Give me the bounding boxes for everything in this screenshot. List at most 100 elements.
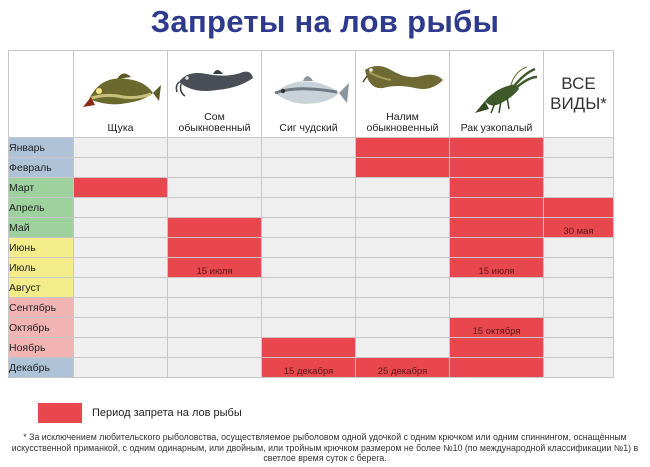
ban-end-date: 15 июля — [196, 266, 233, 277]
month-label: Ноябрь — [8, 337, 74, 358]
ban-cell: 30 мая — [543, 217, 614, 238]
open-cell — [73, 277, 168, 298]
month-row: Январь — [8, 137, 614, 158]
species-catfish: Сом обыкновенный — [167, 50, 262, 138]
open-cell — [543, 297, 614, 318]
ban-cell — [449, 357, 544, 378]
ban-cell — [449, 217, 544, 238]
ban-cell — [73, 177, 168, 198]
open-cell — [261, 217, 356, 238]
ban-end-date: 15 октября — [472, 326, 521, 337]
ban-cell: 15 декабря — [261, 357, 356, 378]
open-cell — [261, 177, 356, 198]
species-all: ВСЕ ВИДЫ* — [543, 50, 614, 138]
ban-cell — [167, 217, 262, 238]
month-row: Октябрь 15 октября — [8, 317, 614, 338]
open-cell — [355, 257, 450, 278]
open-cell — [167, 277, 262, 298]
open-cell — [261, 157, 356, 178]
all-species-label: ВСЕ ВИДЫ* — [550, 74, 607, 113]
month-row: Декабрь 15 декабря 25 декабря — [8, 357, 614, 378]
species-label: Щука — [107, 122, 134, 134]
open-cell — [73, 357, 168, 378]
species-pike: Щука — [73, 50, 168, 138]
month-row: Апрель — [8, 197, 614, 218]
month-label: Сентябрь — [8, 297, 74, 318]
open-cell — [167, 337, 262, 358]
open-cell — [261, 137, 356, 158]
open-cell — [543, 237, 614, 258]
open-cell — [355, 277, 450, 298]
open-cell — [543, 137, 614, 158]
species-whitefish: Сиг чудский — [261, 50, 356, 138]
month-label: Октябрь — [8, 317, 74, 338]
ban-end-date: 30 мая — [563, 226, 594, 237]
open-cell — [355, 297, 450, 318]
open-cell — [355, 197, 450, 218]
month-label: Февраль — [8, 157, 74, 178]
species-label: Сом обыкновенный — [178, 111, 251, 134]
open-cell — [73, 137, 168, 158]
open-cell — [261, 237, 356, 258]
species-crayfish: Рак узкопалый — [449, 50, 544, 138]
ban-cell — [355, 157, 450, 178]
open-cell — [543, 357, 614, 378]
month-row: Сентябрь — [8, 297, 614, 318]
month-label: Август — [8, 277, 74, 298]
month-row: Май 30 мая — [8, 217, 614, 238]
open-cell — [73, 157, 168, 178]
open-cell — [261, 277, 356, 298]
month-label: Июнь — [8, 237, 74, 258]
open-cell — [543, 277, 614, 298]
open-cell — [261, 297, 356, 318]
open-cell — [449, 277, 544, 298]
month-label: Май — [8, 217, 74, 238]
ban-cell — [261, 337, 356, 358]
species-label: Сиг чудский — [279, 122, 338, 134]
ban-cell: 15 октября — [449, 317, 544, 338]
ban-cell — [449, 157, 544, 178]
month-label: Декабрь — [8, 357, 74, 378]
open-cell — [261, 257, 356, 278]
corner-cell — [8, 50, 74, 138]
ban-cell — [449, 137, 544, 158]
month-label: Июль — [8, 257, 74, 278]
open-cell — [73, 337, 168, 358]
ban-cell: 25 декабря — [355, 357, 450, 378]
open-cell — [73, 257, 168, 278]
month-label: Январь — [8, 137, 74, 158]
whitefish-icon — [273, 76, 349, 104]
open-cell — [543, 157, 614, 178]
month-row: Февраль — [8, 157, 614, 178]
crayfish-icon — [474, 66, 537, 114]
open-cell — [449, 297, 544, 318]
species-burbot: Налим обыкновенный — [355, 50, 450, 138]
open-cell — [543, 177, 614, 198]
page-title: Запреты на лов рыбы — [150, 4, 500, 39]
open-cell — [73, 317, 168, 338]
open-cell — [167, 177, 262, 198]
legend-swatch — [38, 403, 82, 423]
open-cell — [355, 337, 450, 358]
species-label: Рак узкопалый — [460, 122, 533, 134]
month-row: Июль 15 июля 15 июля — [8, 257, 614, 278]
species-header-row: Щука Сом обыкновенный — [8, 50, 614, 138]
open-cell — [543, 257, 614, 278]
footnote: * За исключением любительского рыболовст… — [11, 432, 639, 463]
ban-table: Щука Сом обыкновенный — [8, 50, 614, 378]
open-cell — [167, 197, 262, 218]
month-row: Март — [8, 177, 614, 198]
pike-icon — [82, 73, 161, 107]
open-cell — [73, 297, 168, 318]
ban-end-date: 15 декабря — [283, 366, 334, 377]
open-cell — [73, 237, 168, 258]
month-rows: Январь Февраль Март Апрель Май 30 мая Июнь Июль… — [8, 137, 614, 378]
ban-cell — [449, 197, 544, 218]
ban-cell: 15 июля — [449, 257, 544, 278]
open-cell — [261, 317, 356, 338]
open-cell — [73, 197, 168, 218]
open-cell — [543, 317, 614, 338]
open-cell — [355, 177, 450, 198]
open-cell — [167, 297, 262, 318]
month-row: Июнь — [8, 237, 614, 258]
